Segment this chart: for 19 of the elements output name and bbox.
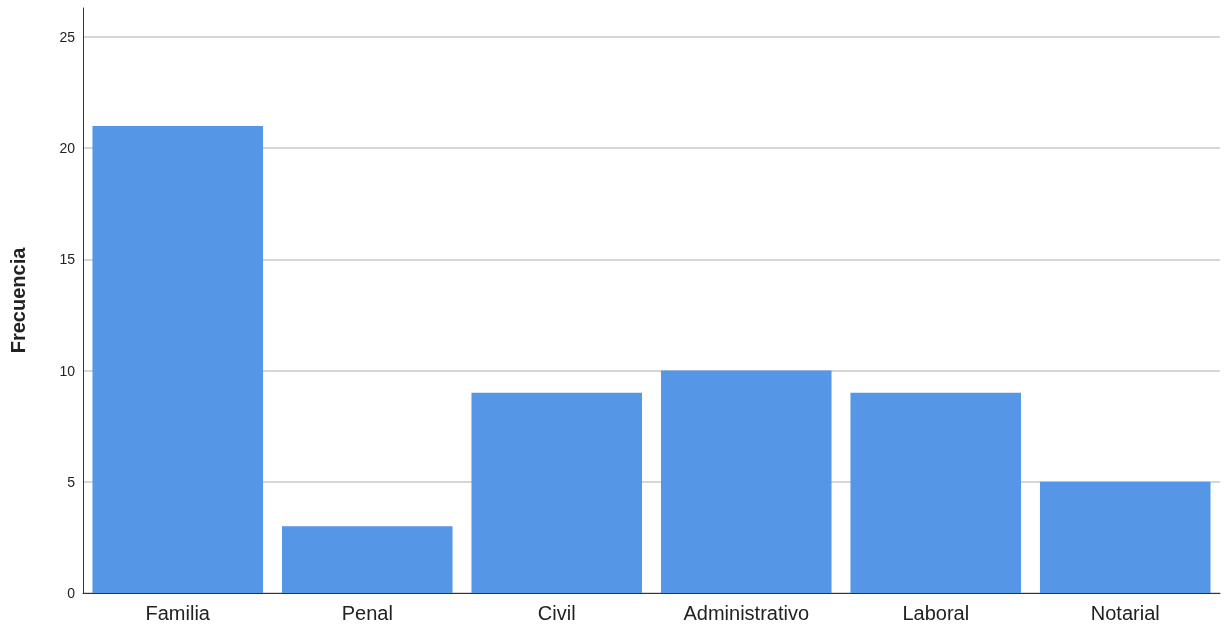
x-tick-label: Notarial (1090, 602, 1160, 624)
bar (1039, 481, 1211, 593)
y-tick-label: 0 (67, 585, 76, 601)
y-tick-label: 10 (59, 362, 76, 379)
y-tick-label: 15 (59, 251, 76, 268)
y-axis-title: Frecuencia (7, 246, 29, 354)
bar (850, 392, 1022, 593)
y-tick-label: 25 (59, 28, 76, 45)
bar (281, 526, 453, 593)
bar (471, 392, 643, 593)
x-tick-label: Civil (537, 602, 576, 624)
x-tick-label: Administrativo (683, 602, 810, 624)
x-tick-label: Penal (341, 602, 393, 624)
bar (92, 125, 264, 593)
y-tick-label: 5 (67, 473, 76, 490)
y-tick-label: 20 (59, 140, 76, 157)
x-tick-label: Familia (145, 602, 211, 624)
x-tick-label: Laboral (902, 602, 970, 624)
bar (660, 370, 832, 593)
